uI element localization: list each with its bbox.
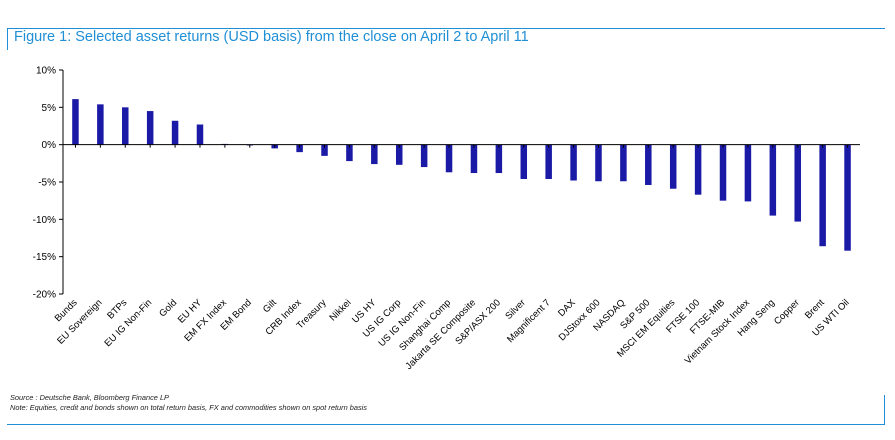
x-category-label: Gilt [261,297,279,315]
bar [844,144,851,251]
bar [346,144,353,162]
bar [420,144,428,168]
x-category-label: Nikkei [327,297,353,323]
footnote: Note: Equities, credit and bonds shown o… [10,403,367,412]
bar [171,120,179,145]
bar [445,144,453,173]
bar [794,144,801,222]
bar [570,144,577,181]
bar [395,144,403,165]
bar [470,144,478,174]
bar [321,144,328,156]
frame-right-border [884,395,885,424]
bar [669,144,677,189]
frame-top-border [7,28,885,29]
y-tick-label: -15% [33,252,56,263]
x-category-label: Gold [157,297,179,319]
bar [97,104,104,145]
bar [371,144,378,165]
bar [495,144,503,174]
bar [769,144,777,216]
bar [694,144,702,195]
x-category-label: Copper [772,297,802,327]
frame-left-border [7,28,8,50]
bar [595,144,602,182]
bar [296,144,303,153]
bar [520,144,528,180]
bar [744,144,752,202]
y-tick-label: 10% [36,66,56,77]
x-category-label: DAX [556,297,578,319]
bar [72,99,79,145]
bar [545,144,552,180]
y-tick-label: 0% [42,140,57,151]
figure-title: Figure 1: Selected asset returns (USD ba… [14,29,529,45]
frame-bottom-border [7,424,885,425]
bar [146,111,154,145]
y-tick-label: -10% [33,215,56,226]
y-tick-label: -20% [33,290,56,301]
bar [122,107,129,145]
bar [196,124,204,145]
source-note: Source : Deutsche Bank, Bloomberg Financ… [10,393,169,402]
y-tick-label: 5% [42,103,57,114]
bar [620,144,627,182]
bar [719,144,727,201]
bar [645,144,652,185]
y-tick-label: -5% [38,178,56,189]
bar [819,144,826,247]
